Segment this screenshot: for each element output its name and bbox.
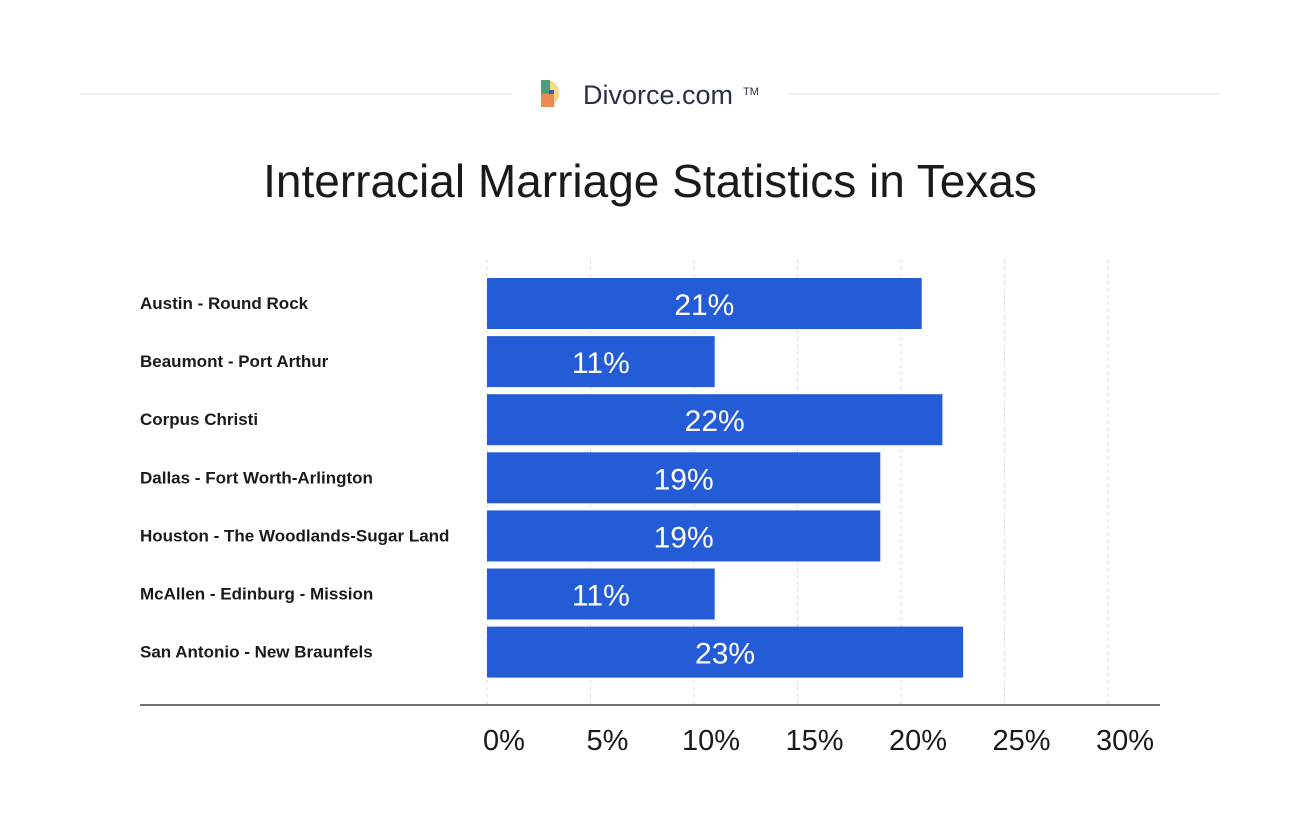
bar	[487, 510, 881, 562]
category-labels: Austin - Round Rock Beaumont - Port Arthu…	[140, 294, 449, 662]
brand-trademark: TM	[743, 86, 759, 98]
bar	[487, 336, 715, 388]
divorce-com-logo-icon	[541, 80, 560, 107]
x-tick-label: 5%	[587, 725, 629, 757]
bar-value-label: 19%	[654, 521, 714, 554]
category-label: Corpus Christi	[140, 410, 258, 429]
category-label: Houston - The Woodlands-Sugar Land	[140, 526, 449, 545]
logo-icon-green-block	[541, 80, 550, 94]
x-tick-label: 10%	[682, 725, 740, 757]
x-tick-label: 15%	[785, 725, 843, 757]
category-label: Austin - Round Rock	[140, 294, 309, 313]
category-label: Beaumont - Port Arthur	[140, 352, 329, 371]
chart-title: Interracial Marriage Statistics in Texas	[263, 155, 1037, 207]
bar-value-label: 23%	[695, 638, 755, 671]
category-label: Dallas - Fort Worth-Arlington	[140, 468, 373, 487]
bar	[487, 568, 715, 620]
bar-value-label: 11%	[572, 580, 630, 613]
bar-value-labels: 21% 11% 22% 19% 19% 11% 23%	[572, 289, 755, 671]
x-tick-label: 25%	[992, 725, 1050, 757]
x-tick-label: 0%	[483, 725, 525, 757]
bars	[487, 278, 964, 678]
brand-name: Divorce.com	[583, 80, 733, 110]
bar	[487, 452, 881, 504]
bar-value-label: 22%	[685, 405, 745, 438]
bar-value-label: 19%	[654, 463, 714, 496]
bar	[487, 626, 964, 678]
x-axis-tick-labels: 0% 5% 10% 15% 20% 25% 30%	[483, 725, 1154, 757]
category-label: San Antonio - New Braunfels	[140, 643, 373, 662]
category-label: McAllen - Edinburg - Mission	[140, 585, 373, 604]
bar-value-label: 21%	[674, 289, 734, 322]
bar-value-label: 11%	[572, 347, 630, 380]
bar	[487, 278, 922, 329]
bar	[487, 394, 943, 446]
logo-icon-blue-block	[549, 90, 554, 94]
logo-icon-orange-block	[541, 93, 554, 107]
x-tick-label: 30%	[1096, 725, 1154, 757]
x-tick-label: 20%	[889, 725, 947, 757]
